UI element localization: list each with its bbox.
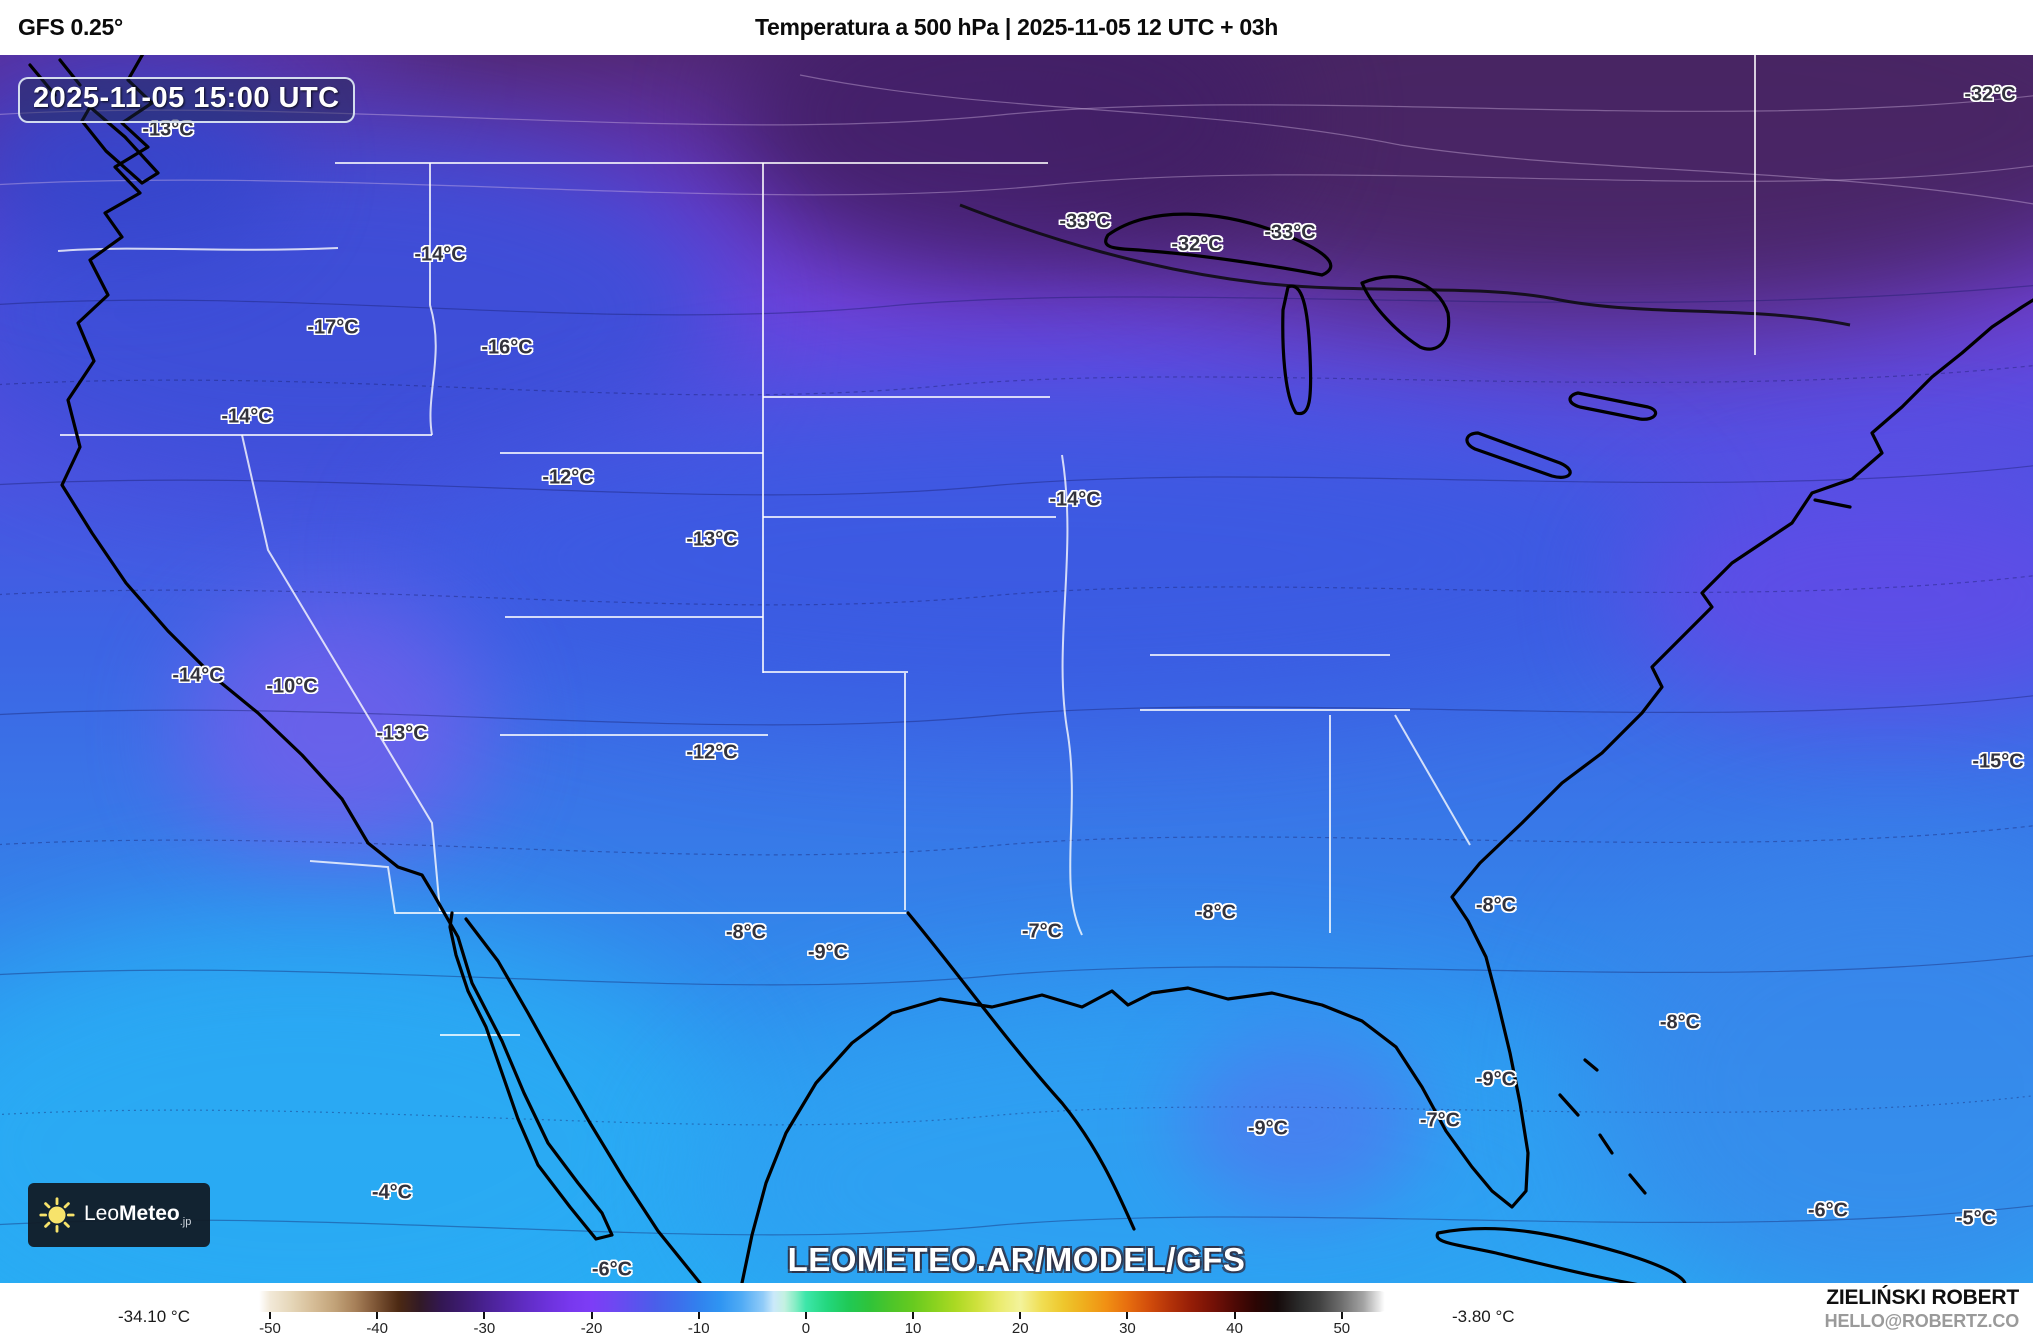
colorbar-tick-label: -50 [259,1320,281,1337]
footer-bar: -34.10 °C -50 -40 -30 -20 -10 0 10 20 30 40 50 -3.… [0,1283,2033,1338]
colorbar-ticks: -50 -40 -30 -20 -10 0 10 20 30 40 50 [217,1312,1424,1338]
colorbar-tick-label: 10 [904,1320,922,1337]
model-label: GFS 0.25° [18,14,123,40]
colorbar-tick-label: 40 [1226,1320,1243,1337]
colorbar-tick-mark [1019,1312,1022,1319]
colorbar-tick-label: 30 [1119,1320,1136,1337]
logo-text: LeoMeteo.jp [84,1201,192,1229]
sun-icon [39,1197,75,1233]
colorbar-tick-mark [1233,1312,1236,1319]
colorbar-gradient [217,1291,1424,1312]
header-bar: GFS 0.25° Temperatura a 500 hPa | 2025-1… [0,0,2033,55]
state-borders [57,55,1756,1036]
colorbar-tick-mark [697,1312,700,1319]
credit-name: ZIELIŃSKI ROBERT [1826,1286,2019,1309]
colorbar-tick-mark [804,1312,807,1319]
colorbar-tick-mark [1126,1312,1129,1319]
colorbar-tick-mark [912,1312,915,1319]
credit-email: HELLO@ROBERTZ.CO [1824,1311,2020,1332]
watermark-url: LEOMETEO.AR/MODEL/GFS [787,1241,1246,1278]
colorbar-tick-label: 50 [1333,1320,1351,1337]
timestamp-badge: 2025-11-05 15:00 UTC [18,77,355,123]
colorbar-tick-label: -10 [687,1320,710,1337]
colorbar-tick-label: -30 [473,1320,496,1337]
colorbar-tick-mark [1340,1312,1343,1319]
colorbar-tick-label: 0 [801,1320,811,1337]
temperature-map: -13°C -14°C -17°C -16°C -14°C -12°C -13°C -14°C… [0,55,2033,1283]
credits-block: ZIELIŃSKI ROBERT HELLO@ROBERTZ.CO [1824,1286,2020,1332]
colorbar-min-value: -34.10 °C [118,1307,191,1326]
colorbar-max-value: -3.80 °C [1452,1307,1515,1326]
colorbar-tick-mark [590,1312,593,1319]
colorbar-tick-label: -20 [580,1320,603,1337]
colorbar-tick-label: 20 [1011,1320,1029,1337]
colorbar-tick-mark [483,1312,486,1319]
colorbar-tick-mark [376,1312,379,1319]
page-title: Temperatura a 500 hPa | 2025-11-05 12 UT… [754,14,1279,40]
colorbar-tick-mark [268,1312,271,1319]
leometeo-logo: LeoMeteo.jp [28,1183,210,1247]
coastlines [28,55,2033,1283]
thick-isotherm [959,203,1851,327]
map-linework [0,55,2033,1283]
colorbar-tick-label: -40 [366,1320,388,1337]
